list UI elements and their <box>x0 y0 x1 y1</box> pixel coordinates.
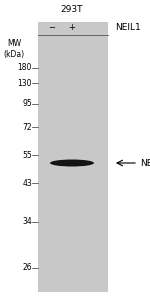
Text: 26: 26 <box>22 263 32 272</box>
Text: (kDa): (kDa) <box>3 49 25 58</box>
Text: MW: MW <box>7 39 21 48</box>
Text: 55: 55 <box>22 150 32 160</box>
Text: NEIL1: NEIL1 <box>140 159 150 167</box>
Text: 34: 34 <box>22 218 32 226</box>
Text: NEIL1: NEIL1 <box>115 23 141 33</box>
Ellipse shape <box>50 160 94 166</box>
Text: 95: 95 <box>22 100 32 108</box>
Text: 72: 72 <box>22 123 32 132</box>
Text: 180: 180 <box>18 64 32 73</box>
Text: 130: 130 <box>18 79 32 88</box>
Text: −: − <box>48 23 56 33</box>
Bar <box>38 22 108 292</box>
Text: 293T: 293T <box>61 5 83 14</box>
Text: +: + <box>69 23 75 33</box>
Text: 43: 43 <box>22 178 32 188</box>
